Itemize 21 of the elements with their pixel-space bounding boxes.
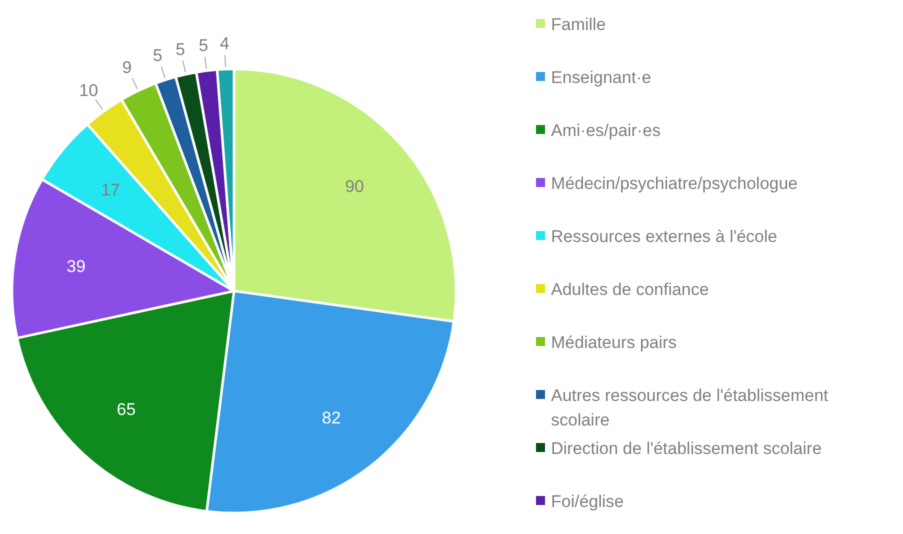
data-label: 5 — [198, 36, 208, 55]
data-label: 17 — [101, 180, 120, 200]
legend-label: Médecin/psychiatre/psychologue — [551, 174, 798, 193]
legend-label: Médiateurs pairs — [551, 332, 677, 352]
legend-label: Famille — [551, 14, 606, 34]
legend-label: Autres ressources de l'établissement scolaire — [551, 386, 829, 430]
data-label: 10 — [79, 81, 98, 100]
data-label: 5 — [176, 40, 186, 59]
legend-label: Foi/église — [551, 492, 624, 511]
data-label: 82 — [322, 408, 341, 428]
legend-label: Adultes de confiance — [551, 280, 709, 299]
data-label: 9 — [122, 58, 132, 78]
legend-label: Enseignant·e — [551, 68, 652, 87]
data-label: 4 — [220, 34, 230, 54]
data-label: 39 — [66, 257, 86, 276]
legend-label: Ressources externes à l'école — [551, 226, 778, 246]
data-label: 65 — [116, 400, 136, 419]
data-label: 90 — [345, 176, 364, 196]
legend-label: Direction de l'établissement scolaire — [551, 438, 822, 458]
data-label: 5 — [152, 46, 162, 66]
legend-label: Ami·es/pair·es — [551, 120, 661, 140]
